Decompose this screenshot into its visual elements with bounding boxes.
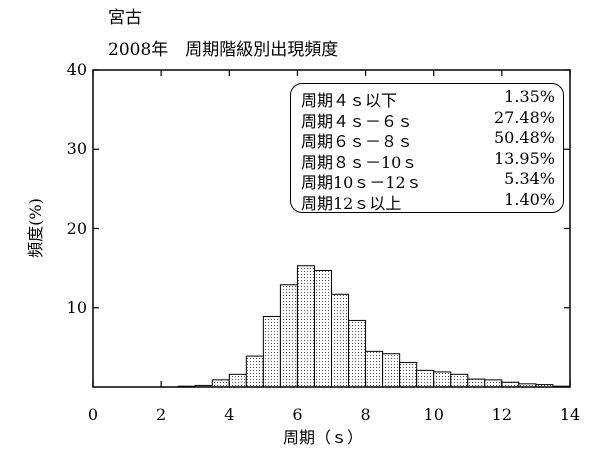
legend-row: 周期８ｓ－10ｓ 13.95% <box>291 148 563 172</box>
legend-label: 周期４ｓ－６ｓ <box>301 111 414 131</box>
x-tick-label: 12 <box>491 405 513 424</box>
x-tick-label: 6 <box>292 405 303 424</box>
legend-row: 周期12ｓ以上 1.40% <box>291 189 563 213</box>
x-tick-label: 14 <box>559 405 581 424</box>
legend: 周期４ｓ以下 1.35% 周期４ｓ－６ｓ 27.48% 周期６ｓ－８ｓ 50.48% 周期８… <box>290 83 564 213</box>
legend-label: 周期６ｓ－８ｓ <box>301 132 414 151</box>
bars-group <box>177 265 571 388</box>
legend-label: 周期８ｓ－10ｓ <box>301 152 418 172</box>
x-tick-label: 10 <box>423 405 444 424</box>
legend-value: 27.48% <box>493 107 555 127</box>
y-tick-label: 20 <box>66 218 87 238</box>
legend-row: 周期４ｓ－６ｓ 27.48% <box>291 107 563 131</box>
histogram-bar <box>313 270 333 388</box>
chart-subtitle: 2008年 周期階級別出現頻度 <box>108 40 339 60</box>
legend-label: 周期４ｓ以下 <box>301 91 398 110</box>
x-tick-label: 2 <box>156 405 167 424</box>
histogram-bar <box>331 293 350 388</box>
legend-value: 1.35% <box>504 87 555 106</box>
legend-value: 5.34% <box>504 169 555 188</box>
x-axis-label: 周期（ｓ） <box>283 428 364 447</box>
histogram-bar <box>467 378 486 388</box>
histogram-bar <box>365 350 384 388</box>
x-tick-label: 8 <box>360 405 371 424</box>
histogram-bar <box>228 373 247 388</box>
y-tick-label: 10 <box>66 297 87 317</box>
legend-value: 1.40% <box>504 189 555 209</box>
histogram-bar <box>399 361 418 388</box>
histogram-bar <box>279 284 298 388</box>
histogram-bar <box>433 371 452 388</box>
legend-row: 周期６ｓ－８ｓ 50.48% <box>291 128 563 151</box>
histogram-bar <box>416 369 435 388</box>
histogram-bar <box>262 315 281 388</box>
y-tick-label: 30 <box>66 139 87 159</box>
histogram-bar <box>450 373 469 388</box>
legend-value: 13.95% <box>493 148 555 168</box>
histogram-bar <box>382 353 401 388</box>
y-tick-label: 40 <box>66 60 87 79</box>
x-tick-label: 0 <box>87 405 99 424</box>
legend-value: 50.48% <box>493 128 555 147</box>
legend-label: 周期12ｓ以上 <box>301 193 402 213</box>
histogram-bar <box>348 319 367 388</box>
histogram-bar <box>211 379 230 388</box>
plot-frame <box>92 69 571 388</box>
x-tick-label: 4 <box>224 405 235 424</box>
histogram-bar <box>296 265 315 388</box>
chart-title: 宮古 <box>108 8 142 28</box>
legend-row: 周期４ｓ以下 1.35% <box>291 87 563 110</box>
histogram-bar <box>245 355 264 388</box>
y-axis-label: 頻度(%) <box>26 198 45 258</box>
legend-label: 周期10ｓ－12ｓ <box>301 173 422 192</box>
legend-row: 周期10ｓ－12ｓ 5.34% <box>291 169 563 192</box>
histogram-bar <box>484 379 503 388</box>
